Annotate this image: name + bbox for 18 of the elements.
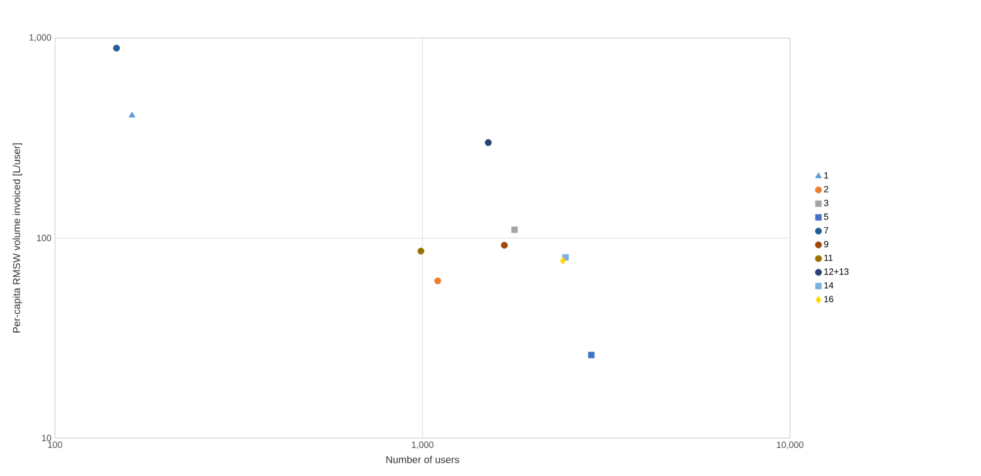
legend-label: 1 bbox=[824, 172, 828, 178]
x-tick-label: 10,000 bbox=[776, 442, 804, 449]
legend-label: 7 bbox=[824, 227, 828, 234]
x-tick-label: 1,000 bbox=[412, 442, 434, 449]
legend-label: 5 bbox=[824, 214, 828, 220]
x-tick-label: 100 bbox=[48, 442, 62, 448]
y-tick-label: 100 bbox=[37, 234, 52, 242]
y-tick-label: 1,000 bbox=[30, 34, 52, 42]
y-axis-title: Per-capita RMSW volume invoiced [L/user] bbox=[12, 143, 22, 332]
x-axis-title: Number of users bbox=[386, 456, 460, 464]
legend-label: 12+13 bbox=[824, 268, 849, 275]
legend-label: 2 bbox=[824, 186, 828, 192]
legend-label: 16 bbox=[824, 296, 834, 302]
legend-label: 14 bbox=[824, 282, 834, 288]
y-tick-label: 10 bbox=[42, 434, 52, 442]
legend-label: 11 bbox=[824, 254, 833, 261]
legend-label: 9 bbox=[824, 240, 828, 248]
legend-label: 3 bbox=[824, 200, 828, 206]
